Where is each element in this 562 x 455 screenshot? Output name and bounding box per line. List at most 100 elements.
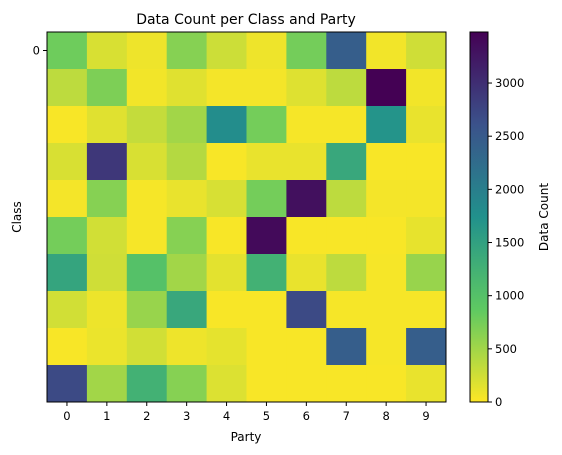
heatmap-cell — [86, 365, 128, 403]
heatmap-cell — [286, 217, 327, 255]
colorbar-tick-label: 1500 — [495, 236, 524, 250]
y-axis-ticks: 0 — [33, 44, 47, 58]
heatmap-cell — [86, 254, 128, 292]
heatmap-cell — [406, 328, 447, 366]
heatmap-cell — [286, 143, 327, 181]
heatmap-cell — [246, 143, 287, 181]
heatmap-cell — [166, 32, 208, 70]
heatmap-cell — [406, 254, 447, 292]
heatmap-cell — [286, 106, 327, 144]
x-tick-label: 9 — [422, 409, 429, 423]
heatmap-cell — [166, 106, 208, 144]
colorbar-tick-label: 3000 — [495, 76, 524, 90]
heatmap-cell — [126, 328, 168, 366]
heatmap-cell — [47, 291, 88, 329]
x-tick-label: 5 — [263, 409, 270, 423]
heatmap-cell — [246, 180, 287, 218]
heatmap-cell — [286, 291, 327, 329]
heatmap-cell — [206, 291, 247, 329]
heatmap-cell — [47, 254, 88, 292]
heatmap-cell — [126, 291, 168, 329]
heatmap-cell — [47, 328, 88, 366]
x-tick-label: 7 — [343, 409, 350, 423]
heatmap-cell — [47, 143, 88, 181]
heatmap-cell — [86, 32, 128, 70]
heatmap-cell — [86, 69, 128, 107]
heatmap-cell — [47, 180, 88, 218]
heatmap-cell — [47, 32, 88, 70]
heatmap-cell — [366, 217, 407, 255]
heatmap-cell — [166, 69, 208, 107]
heatmap-cell — [166, 143, 208, 181]
heatmap-cell — [406, 291, 447, 329]
heatmap-cell — [86, 180, 128, 218]
heatmap-cell — [246, 106, 287, 144]
heatmap-cell — [326, 69, 367, 107]
heatmap-cell — [406, 365, 447, 403]
heatmap-cell — [86, 143, 128, 181]
heatmap-cell — [326, 291, 367, 329]
heatmap-cell — [206, 180, 247, 218]
heatmap-cell — [286, 69, 327, 107]
heatmap-cell — [326, 365, 367, 403]
colorbar-tick-label: 0 — [495, 395, 502, 409]
heatmap-cell — [246, 254, 287, 292]
x-tick-label: 2 — [143, 409, 150, 423]
heatmap-cell — [206, 106, 247, 144]
heatmap-cell — [286, 328, 327, 366]
heatmap-cell — [206, 365, 247, 403]
heatmap-cell — [406, 180, 447, 218]
heatmap-cell — [126, 143, 168, 181]
y-tick-label: 0 — [33, 44, 40, 58]
heatmap-cell — [246, 69, 287, 107]
heatmap-cell — [86, 291, 128, 329]
heatmap-cell — [47, 365, 88, 403]
colorbar-ticks: 0 500 1000 1500 2000 2500 3000 — [488, 76, 524, 409]
heatmap-cells — [47, 32, 447, 403]
heatmap-cell — [206, 143, 247, 181]
heatmap-cell — [326, 254, 367, 292]
x-tick-label: 4 — [223, 409, 230, 423]
x-tick-label: 1 — [103, 409, 110, 423]
colorbar-tick-label: 2500 — [495, 129, 524, 143]
heatmap-cell — [366, 180, 407, 218]
heatmap-cell — [206, 328, 247, 366]
x-axis-label: Party — [231, 430, 262, 444]
heatmap-cell — [206, 69, 247, 107]
heatmap-cell — [286, 254, 327, 292]
heatmap-cell — [126, 217, 168, 255]
heatmap-cell — [366, 106, 407, 144]
heatmap-cell — [366, 32, 407, 70]
y-axis-label: Class — [10, 201, 24, 233]
heatmap-cell — [246, 32, 287, 70]
heatmap-cell — [406, 217, 447, 255]
heatmap-cell — [86, 328, 128, 366]
heatmap-cell — [126, 69, 168, 107]
heatmap-cell — [166, 291, 208, 329]
heatmap-cell — [326, 180, 367, 218]
heatmap-cell — [246, 291, 287, 329]
heatmap-cell — [47, 106, 88, 144]
heatmap-cell — [126, 106, 168, 144]
heatmap-cell — [246, 217, 287, 255]
colorbar-tick-label: 1000 — [495, 289, 524, 303]
colorbar-tick-label: 2000 — [495, 182, 524, 196]
heatmap-cell — [406, 32, 447, 70]
heatmap-cell — [166, 328, 208, 366]
heatmap-cell — [126, 254, 168, 292]
heatmap-cell — [206, 254, 247, 292]
heatmap-cell — [286, 32, 327, 70]
heatmap-cell — [366, 365, 407, 403]
heatmap-cell — [366, 69, 407, 107]
heatmap-cell — [406, 143, 447, 181]
heatmap-cell — [47, 69, 88, 107]
heatmap-cell — [86, 106, 128, 144]
heatmap-cell — [286, 365, 327, 403]
x-tick-label: 3 — [183, 409, 190, 423]
heatmap-cell — [406, 69, 447, 107]
x-tick-label: 0 — [63, 409, 70, 423]
heatmap-cell — [326, 217, 367, 255]
heatmap-cell — [366, 328, 407, 366]
heatmap-cell — [326, 32, 367, 70]
